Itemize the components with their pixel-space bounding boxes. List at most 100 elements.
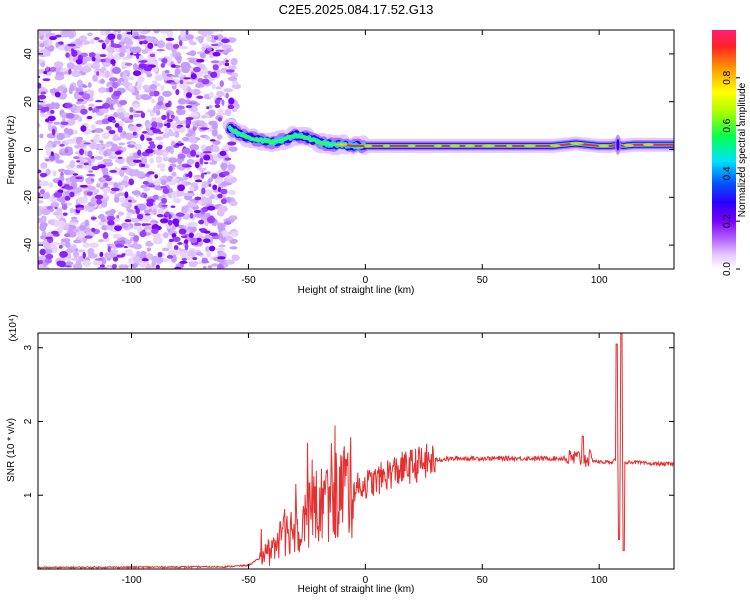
- noise-blob: [188, 261, 198, 268]
- y-tick-label: 3: [23, 345, 34, 351]
- noise-blob: [124, 132, 133, 141]
- x-tick-label: -50: [241, 575, 256, 586]
- noise-blob-strong: [39, 248, 46, 256]
- noise-blob-strong: [47, 115, 56, 122]
- noise-blob: [217, 109, 224, 113]
- noise-blob: [128, 84, 133, 90]
- noise-blob: [77, 63, 83, 71]
- noise-blob: [212, 140, 221, 146]
- noise-blob-strong: [164, 70, 170, 74]
- noise-blob: [153, 179, 162, 186]
- noise-blob-strong: [110, 187, 120, 192]
- noise-blob-strong: [212, 64, 219, 71]
- noise-blob: [39, 43, 45, 48]
- noise-blob: [126, 156, 132, 164]
- noise-blob: [69, 160, 76, 169]
- ridge-peak: [598, 144, 610, 148]
- noise-blob: [231, 72, 238, 78]
- colorbar-label: Normalized spectral amplitude: [737, 82, 748, 217]
- noise-blob-strong: [78, 91, 84, 96]
- noise-blob: [84, 227, 92, 233]
- noise-blob-strong: [175, 142, 184, 147]
- noise-blob: [161, 103, 166, 110]
- noise-blob: [146, 109, 152, 113]
- noise-blob-strong: [124, 62, 133, 66]
- noise-blob: [198, 199, 203, 206]
- snr-series-line: [38, 333, 674, 569]
- noise-blob: [56, 132, 65, 141]
- noise-blob: [72, 228, 80, 233]
- noise-blob-strong: [225, 69, 235, 73]
- noise-blob-strong: [94, 194, 104, 200]
- noise-blob-strong: [114, 122, 120, 128]
- noise-blob-strong: [165, 37, 175, 41]
- noise-blob: [76, 72, 82, 77]
- noise-blob: [189, 41, 197, 46]
- noise-blob: [168, 157, 178, 164]
- noise-blob-strong: [156, 144, 163, 150]
- noise-blob: [98, 239, 104, 243]
- noise-blob-strong: [55, 34, 62, 38]
- noise-blob: [52, 245, 58, 254]
- noise-blob-strong: [97, 164, 106, 169]
- noise-blob: [119, 169, 125, 177]
- noise-blob: [47, 70, 52, 76]
- noise-blob-strong: [65, 112, 75, 119]
- noise-blob: [190, 182, 199, 187]
- noise-blob-strong: [76, 207, 85, 211]
- noise-blob-strong: [209, 245, 216, 252]
- noise-blob: [117, 211, 125, 216]
- noise-blob-strong: [90, 216, 97, 220]
- noise-blob-strong: [203, 238, 211, 244]
- noise-blob: [157, 208, 165, 215]
- noise-blob-strong: [133, 235, 140, 242]
- noise-blob: [177, 98, 187, 105]
- noise-blob-strong: [199, 157, 204, 165]
- noise-blob: [112, 233, 122, 239]
- noise-blob-strong: [207, 47, 212, 52]
- noise-blob: [187, 201, 196, 208]
- noise-blob: [122, 71, 127, 80]
- noise-blob: [183, 192, 194, 197]
- noise-blob-strong: [129, 106, 134, 113]
- noise-blob-strong: [178, 140, 182, 144]
- noise-blob-strong: [111, 119, 116, 124]
- x-tick-label: 50: [477, 575, 489, 586]
- snr-frame: [37, 332, 675, 570]
- noise-blob: [91, 188, 100, 194]
- noise-blob: [124, 248, 134, 257]
- frequency-ridge: [222, 118, 674, 156]
- noise-blob-strong: [50, 66, 57, 73]
- noise-blob-strong: [82, 251, 86, 259]
- noise-blob-strong: [177, 242, 183, 245]
- noise-blob-strong: [40, 91, 46, 95]
- snr-scale-label: (x10⁴): [8, 314, 19, 341]
- noise-blob-strong: [180, 235, 188, 238]
- noise-blob: [169, 148, 174, 154]
- noise-blob: [100, 199, 108, 208]
- noise-blob: [226, 48, 231, 53]
- noise-blob-strong: [221, 99, 225, 106]
- noise-blob-strong: [46, 254, 54, 259]
- noise-blob: [67, 128, 74, 136]
- noise-blob: [128, 209, 134, 213]
- noise-blob: [53, 219, 61, 228]
- noise-blob-strong: [94, 258, 104, 261]
- noise-blob: [57, 45, 67, 50]
- noise-blob-strong: [188, 232, 194, 239]
- noise-blob: [47, 38, 53, 46]
- noise-blob: [52, 170, 57, 177]
- noise-blob-strong: [58, 260, 66, 268]
- noise-blob: [141, 49, 149, 54]
- noise-blob-strong: [98, 39, 104, 43]
- noise-blob-strong: [43, 70, 48, 75]
- y-tick-label: 20: [23, 96, 34, 108]
- noise-blob-strong: [49, 36, 57, 41]
- noise-blob: [68, 31, 75, 39]
- noise-blob: [108, 155, 117, 159]
- noise-blob: [111, 143, 118, 152]
- noise-blob-strong: [220, 188, 228, 195]
- noise-blob-strong: [93, 37, 100, 41]
- noise-region: [38, 30, 242, 269]
- noise-blob: [172, 74, 180, 78]
